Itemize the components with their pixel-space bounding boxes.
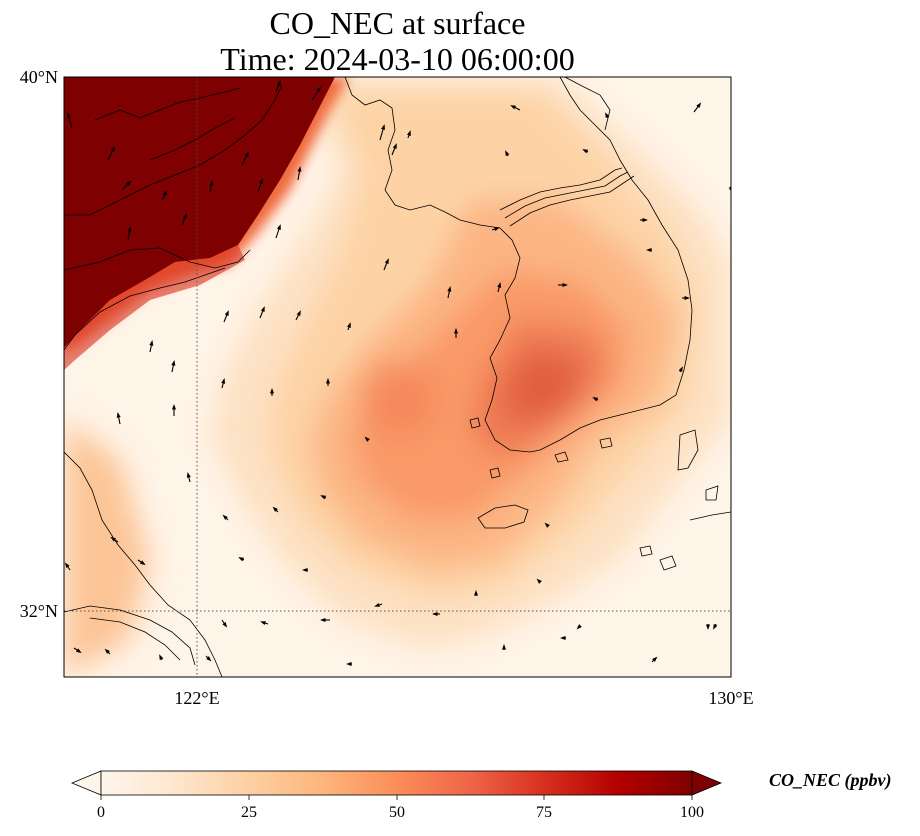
colorbar-tick-75: 75: [536, 804, 552, 821]
lon-tick-130e: 130°E: [708, 688, 754, 708]
wind-vector-head: [206, 656, 212, 662]
wind-vector-head: [684, 296, 690, 300]
wind-vector-head: [159, 654, 164, 661]
wind-vector-head: [67, 112, 71, 118]
wind-vector-head: [562, 283, 568, 287]
wind-vector-head: [560, 636, 566, 640]
wind-vector-head: [260, 306, 265, 312]
wind-vector-head: [392, 143, 397, 149]
wind-vector-head: [605, 112, 610, 119]
wind-vector-head: [224, 310, 229, 316]
colorbar-extend-low: [70, 770, 102, 796]
gridlines: [64, 77, 731, 677]
wind-vector-head: [544, 522, 550, 528]
colorbar-extend-high: [691, 770, 723, 796]
map-frame: [63, 76, 732, 678]
colorbar-tick-0: 0: [97, 804, 105, 821]
wind-vector-head: [296, 310, 301, 317]
wind-vector-shaft: [729, 186, 731, 191]
lat-tick-32n: 32°N: [19, 601, 58, 621]
wind-vector-head: [454, 328, 458, 334]
wind-vector-head: [258, 178, 263, 184]
wind-vector-head: [505, 150, 510, 157]
wind-vector-head: [139, 560, 146, 566]
wind-vector-head: [381, 124, 385, 130]
wind-vector-head: [642, 218, 648, 222]
wind-vector-head: [221, 378, 226, 384]
colorbar-gradient: [100, 770, 693, 796]
map-title: CO_NEC at surface: [269, 5, 526, 41]
wind-vector-head: [110, 146, 115, 153]
wind-vectors: [64, 80, 731, 666]
wind-vector-head: [447, 286, 452, 292]
wind-vector-head: [646, 248, 652, 252]
wind-vector-head: [116, 412, 121, 418]
wind-vector-head: [149, 340, 154, 346]
wind-vector-head: [374, 602, 380, 607]
wind-vector-head: [110, 536, 117, 542]
wind-vector-head: [536, 578, 542, 584]
wind-vector-head: [127, 226, 132, 232]
wind-vector-head: [171, 360, 176, 366]
wind-vector-head: [270, 388, 274, 394]
coastlines: [64, 77, 731, 677]
wind-vector-head: [272, 506, 278, 512]
colorbar-tick-marks: [100, 795, 693, 800]
wind-vector-head: [728, 186, 731, 190]
wind-vector-head: [182, 213, 187, 219]
wind-vector-head: [172, 404, 176, 410]
wind-vector-head: [497, 282, 502, 288]
colorbar-tick-50: 50: [389, 804, 405, 821]
wind-vector-head: [320, 618, 326, 622]
wind-vector-head: [592, 397, 599, 402]
wind-vector-head: [222, 514, 228, 520]
wind-vector-head: [494, 227, 500, 232]
wind-vector-head: [346, 322, 351, 328]
colorbar-label: CO_NEC (ppbv): [769, 770, 892, 790]
wind-vector-head: [316, 86, 322, 93]
wind-vector-head: [320, 495, 327, 500]
lon-tick-122e: 122°E: [174, 688, 220, 708]
wind-vector-head: [222, 621, 228, 628]
wind-vector-head: [474, 590, 478, 596]
wind-vector-head: [64, 562, 70, 569]
wind-vector-head: [346, 662, 352, 666]
wind-vector-head: [244, 151, 249, 158]
wind-vector-head: [209, 180, 214, 186]
wind-vector-head: [713, 623, 718, 630]
wind-vector-head: [510, 105, 517, 110]
wind-vector-head: [406, 130, 411, 136]
wind-vector-head: [678, 366, 683, 373]
wind-vector-head: [652, 656, 658, 662]
wind-vector-head: [75, 648, 82, 654]
wind-vector-head: [302, 568, 308, 572]
wind-vector-head: [582, 149, 589, 154]
lat-tick-40n: 40°N: [19, 67, 58, 87]
wind-vector-head: [126, 180, 132, 186]
wind-vector-head: [706, 624, 710, 630]
wind-vector-head: [238, 557, 245, 562]
wind-vector-head: [502, 644, 506, 650]
map-subtitle-time: Time: 2024-03-10 06:00:00: [220, 41, 575, 77]
colorbar-tick-100: 100: [680, 804, 704, 821]
wind-vector-head: [260, 621, 266, 626]
wind-vector-head: [276, 224, 281, 230]
wind-vector-head: [384, 258, 389, 264]
wind-vector-head: [104, 648, 110, 654]
wind-vector-head: [576, 624, 582, 630]
wind-vector-head: [162, 190, 167, 197]
wind-vector-head: [297, 166, 302, 172]
wind-vector-head: [276, 80, 281, 86]
wind-vector-head: [326, 378, 330, 384]
wind-vector-head: [186, 472, 191, 478]
high-concentration-plume: [64, 77, 350, 370]
colorbar-tick-25: 25: [241, 804, 257, 821]
wind-vector-head: [364, 436, 370, 442]
wind-vector-head: [432, 612, 438, 616]
wind-vector-head: [696, 102, 702, 108]
